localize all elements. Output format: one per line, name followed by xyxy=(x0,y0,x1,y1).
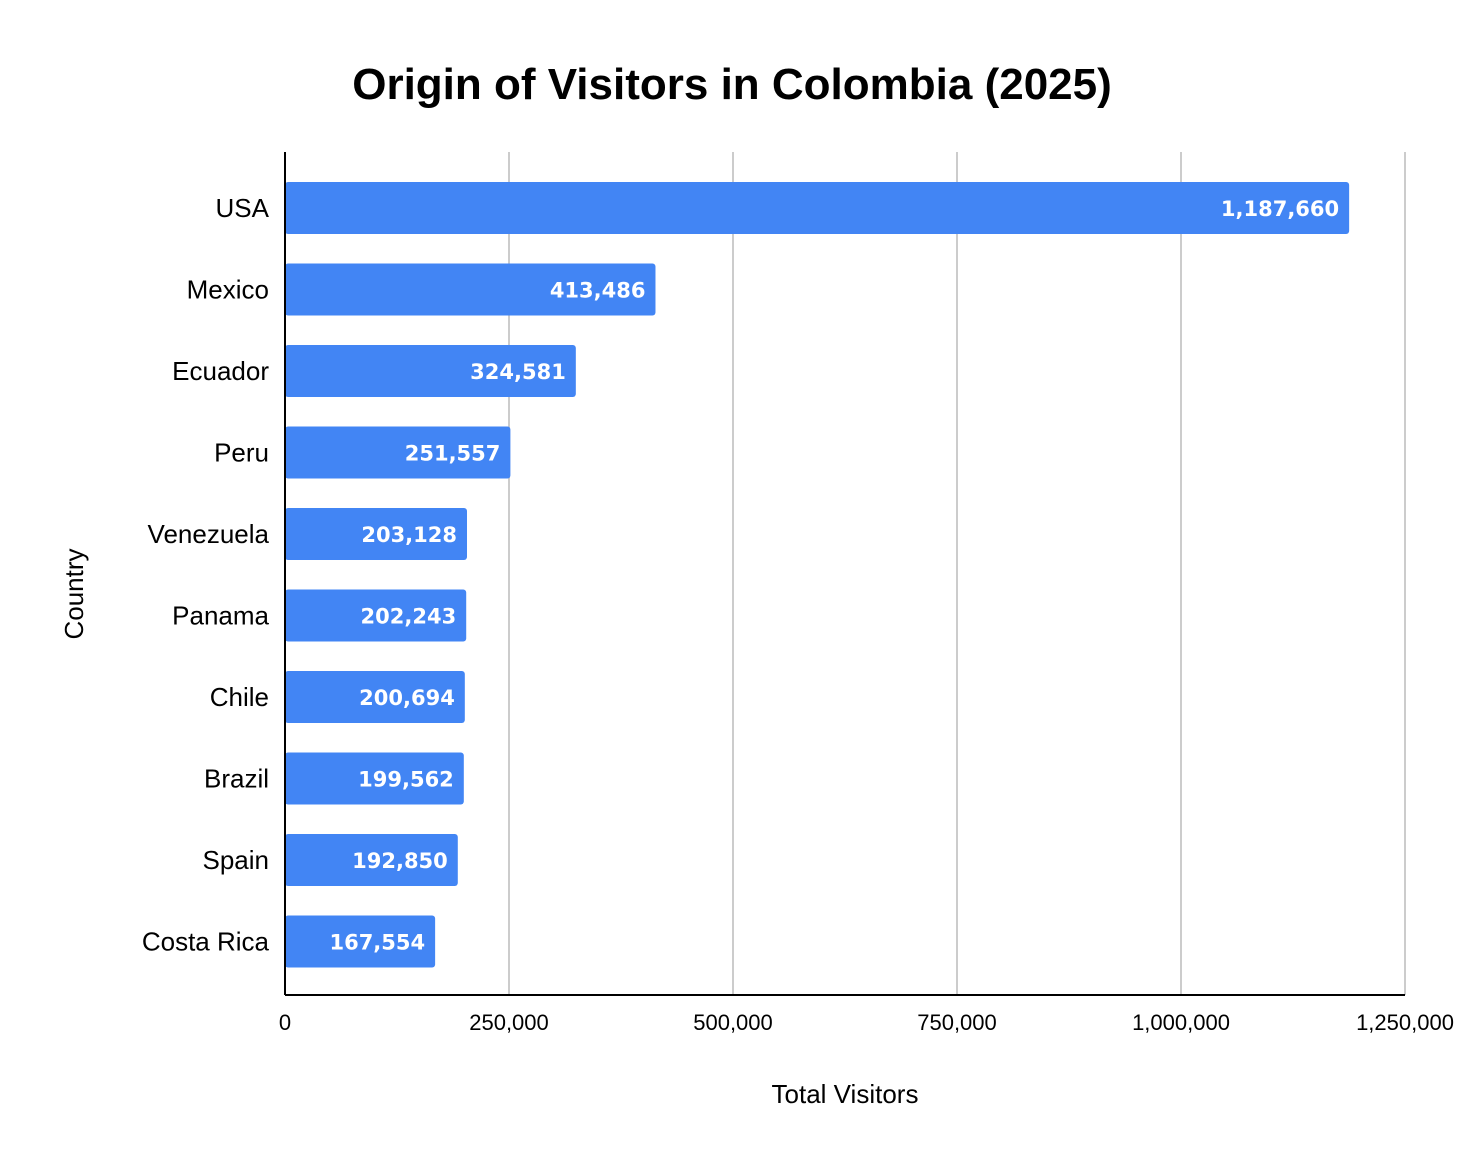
category-label: Ecuador xyxy=(172,356,269,386)
bar xyxy=(285,915,436,968)
bar xyxy=(285,834,458,886)
x-tick-label: 1,250,000 xyxy=(1356,1010,1454,1035)
y-axis-title: Country xyxy=(59,548,89,639)
data-label: 199,562 xyxy=(358,768,454,792)
x-tick-label: 0 xyxy=(279,1010,291,1035)
bar xyxy=(285,426,511,479)
data-label: 251,557 xyxy=(405,442,501,466)
data-label: 192,850 xyxy=(352,849,448,873)
bar xyxy=(285,345,576,397)
bar xyxy=(285,589,467,642)
x-axis-title: Total Visitors xyxy=(772,1079,919,1109)
data-label: 203,128 xyxy=(361,523,457,547)
category-label: Mexico xyxy=(187,275,269,305)
category-label: Peru xyxy=(214,438,269,468)
x-tick-label: 500,000 xyxy=(693,1010,773,1035)
x-tick-label: 1,000,000 xyxy=(1132,1010,1230,1035)
category-label: Venezuela xyxy=(148,519,270,549)
category-label: Spain xyxy=(203,845,270,875)
data-label: 200,694 xyxy=(359,686,455,710)
chart-title: Origin of Visitors in Colombia (2025) xyxy=(352,60,1112,109)
data-label: 413,486 xyxy=(550,279,646,303)
bar xyxy=(285,671,465,723)
bar xyxy=(285,263,656,316)
category-label: Brazil xyxy=(204,764,269,794)
category-label: Panama xyxy=(172,601,269,631)
x-tick-label: 750,000 xyxy=(917,1010,997,1035)
category-label: Chile xyxy=(210,682,269,712)
category-label: Costa Rica xyxy=(142,927,270,957)
data-label: 324,581 xyxy=(470,360,566,384)
bar xyxy=(285,508,468,560)
x-tick-label: 250,000 xyxy=(469,1010,549,1035)
data-label: 167,554 xyxy=(329,931,425,955)
bar xyxy=(285,752,464,805)
category-label: USA xyxy=(216,193,270,223)
bar xyxy=(285,182,1350,234)
data-label: 1,187,660 xyxy=(1221,197,1339,221)
data-label: 202,243 xyxy=(361,605,457,629)
